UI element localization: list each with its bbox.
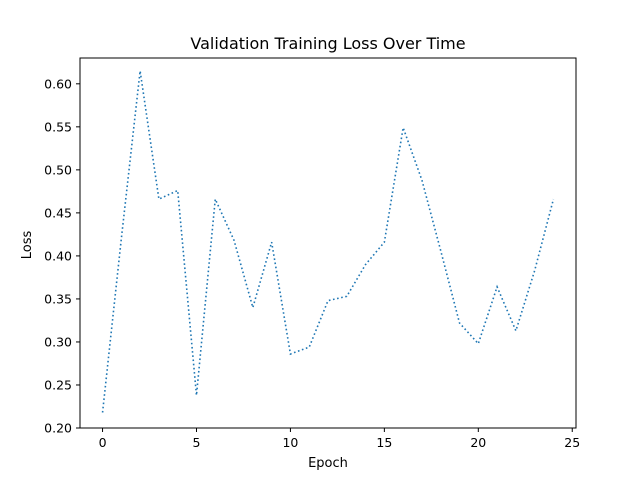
y-tick-label: 0.50 [44,162,72,177]
data-point [176,189,180,193]
data-point [364,263,368,267]
data-point [326,299,330,303]
data-point [345,294,349,298]
plot-frame [79,57,577,429]
y-tick-label: 0.30 [44,334,72,349]
data-point [307,345,311,349]
y-tick-label: 0.55 [44,119,72,134]
data-point [138,69,142,73]
data-point [533,269,537,273]
plot-area [101,69,555,415]
y-axis-label: Loss [20,231,35,260]
x-tick-label: 0 [99,435,107,450]
data-point [551,197,555,201]
x-tick-label: 10 [282,435,298,450]
x-axis-ticks: 0 5 10 15 20 25 [99,428,580,450]
data-point [288,352,292,356]
data-point [495,285,499,289]
data-point [213,197,217,201]
data-point [157,197,161,201]
data-point [270,240,274,244]
y-tick-label: 0.25 [44,377,72,392]
series-line-0 [101,70,555,413]
y-tick-label: 0.40 [44,248,72,263]
x-tick-label: 20 [470,435,486,450]
data-point [101,411,105,415]
data-point [476,342,480,346]
x-tick-label: 25 [564,435,580,450]
chart-title: Validation Training Loss Over Time [190,34,465,53]
data-point [514,329,518,333]
data-point [119,237,123,241]
data-point [382,240,386,244]
data-point [420,178,424,182]
x-axis-label: Epoch [308,456,348,471]
y-tick-label: 0.20 [44,421,72,436]
y-axis-ticks: 0.20 0.25 0.30 0.35 0.40 0.45 0.50 0.55 0.60 [44,76,80,436]
data-point [251,306,255,310]
data-point [194,393,198,397]
x-tick-label: 15 [376,435,392,450]
data-point [401,126,405,130]
data-point [232,238,236,242]
data-point [439,249,443,253]
x-tick-label: 5 [193,435,201,450]
data-point [458,321,462,325]
y-tick-label: 0.45 [44,205,72,220]
y-tick-label: 0.60 [44,76,72,91]
y-tick-label: 0.35 [44,291,72,306]
